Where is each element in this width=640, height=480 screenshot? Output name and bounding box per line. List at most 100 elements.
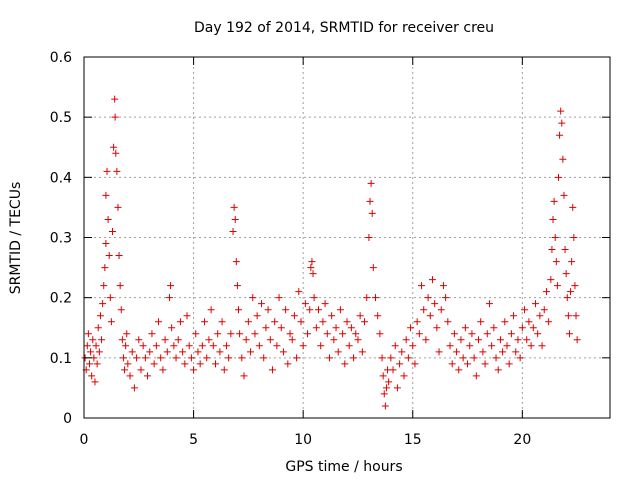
data-point bbox=[268, 366, 276, 374]
data-point bbox=[212, 360, 219, 368]
data-point bbox=[167, 282, 175, 290]
data-point bbox=[341, 360, 349, 368]
data-point bbox=[88, 372, 96, 380]
data-point bbox=[114, 203, 122, 211]
data-point bbox=[433, 324, 441, 332]
data-point bbox=[428, 276, 436, 284]
data-point bbox=[435, 348, 443, 356]
data-point bbox=[521, 306, 529, 314]
data-point bbox=[330, 336, 338, 344]
x-tick-label: 5 bbox=[189, 432, 198, 448]
data-point bbox=[552, 258, 560, 266]
data-point bbox=[459, 354, 467, 362]
data-point bbox=[404, 354, 412, 362]
data-point bbox=[490, 324, 498, 332]
data-point bbox=[350, 354, 358, 362]
data-point bbox=[437, 306, 445, 314]
y-tick-label: 0.5 bbox=[50, 110, 72, 126]
data-point bbox=[264, 306, 272, 314]
data-point bbox=[117, 306, 125, 314]
data-point bbox=[161, 336, 169, 344]
data-point bbox=[559, 155, 567, 163]
data-point bbox=[198, 342, 206, 350]
data-point bbox=[108, 227, 116, 235]
data-point bbox=[238, 354, 246, 362]
data-point bbox=[540, 306, 548, 314]
y-axis-label: SRMTID / TECUs bbox=[8, 182, 24, 295]
data-points bbox=[81, 95, 581, 410]
data-point bbox=[310, 294, 318, 302]
data-point bbox=[554, 173, 562, 181]
data-point bbox=[464, 360, 472, 368]
x-axis-label: GPS time / hours bbox=[285, 459, 402, 475]
data-point bbox=[222, 342, 230, 350]
tick-marks bbox=[83, 56, 610, 419]
data-point bbox=[525, 318, 533, 326]
data-point bbox=[216, 348, 224, 356]
data-point bbox=[227, 330, 235, 338]
data-point bbox=[251, 330, 259, 338]
data-point bbox=[279, 348, 287, 356]
data-point bbox=[475, 336, 482, 344]
data-point bbox=[273, 342, 281, 350]
data-point bbox=[527, 342, 535, 350]
data-point bbox=[91, 378, 99, 386]
data-point bbox=[308, 258, 316, 266]
data-point bbox=[113, 167, 121, 175]
data-point bbox=[201, 318, 209, 326]
data-point bbox=[121, 366, 129, 374]
data-point bbox=[431, 300, 439, 308]
data-point bbox=[545, 318, 553, 326]
data-point bbox=[556, 131, 564, 139]
data-point bbox=[163, 348, 171, 356]
x-tick-label: 20 bbox=[513, 432, 531, 448]
data-point bbox=[512, 348, 520, 356]
data-point bbox=[505, 360, 513, 368]
data-point bbox=[442, 294, 450, 302]
data-point bbox=[426, 312, 434, 320]
data-point bbox=[214, 330, 222, 338]
data-point bbox=[398, 348, 406, 356]
data-point bbox=[402, 336, 410, 344]
data-point bbox=[569, 203, 577, 211]
data-point bbox=[304, 330, 312, 338]
data-point bbox=[205, 336, 213, 344]
data-point bbox=[260, 354, 268, 362]
data-point bbox=[461, 324, 469, 332]
data-point bbox=[157, 354, 165, 362]
data-point bbox=[133, 354, 141, 362]
data-point bbox=[174, 336, 182, 344]
data-point bbox=[354, 336, 362, 344]
data-point bbox=[561, 246, 569, 254]
y-tick-label: 0.4 bbox=[50, 170, 72, 186]
data-point bbox=[275, 294, 283, 302]
data-point bbox=[96, 312, 104, 320]
data-point bbox=[336, 306, 344, 314]
data-point bbox=[571, 282, 579, 290]
data-point bbox=[368, 209, 376, 217]
data-point bbox=[551, 234, 559, 241]
data-point bbox=[363, 294, 371, 302]
data-point bbox=[118, 336, 126, 344]
data-point bbox=[562, 270, 570, 278]
data-point bbox=[244, 318, 252, 326]
data-point bbox=[332, 324, 340, 332]
data-point bbox=[501, 318, 509, 326]
data-point bbox=[356, 312, 364, 320]
data-point bbox=[115, 252, 123, 260]
data-point bbox=[385, 378, 393, 386]
data-point bbox=[104, 215, 112, 223]
data-point bbox=[542, 288, 550, 296]
data-point bbox=[378, 354, 386, 362]
data-point bbox=[400, 372, 408, 380]
data-point bbox=[85, 360, 93, 368]
data-point bbox=[550, 197, 558, 205]
data-point bbox=[409, 342, 417, 350]
data-point bbox=[367, 179, 375, 187]
data-point bbox=[439, 282, 447, 290]
data-point bbox=[518, 324, 526, 332]
data-point bbox=[396, 360, 404, 368]
data-point bbox=[103, 167, 111, 175]
x-tick-label: 15 bbox=[404, 432, 422, 448]
